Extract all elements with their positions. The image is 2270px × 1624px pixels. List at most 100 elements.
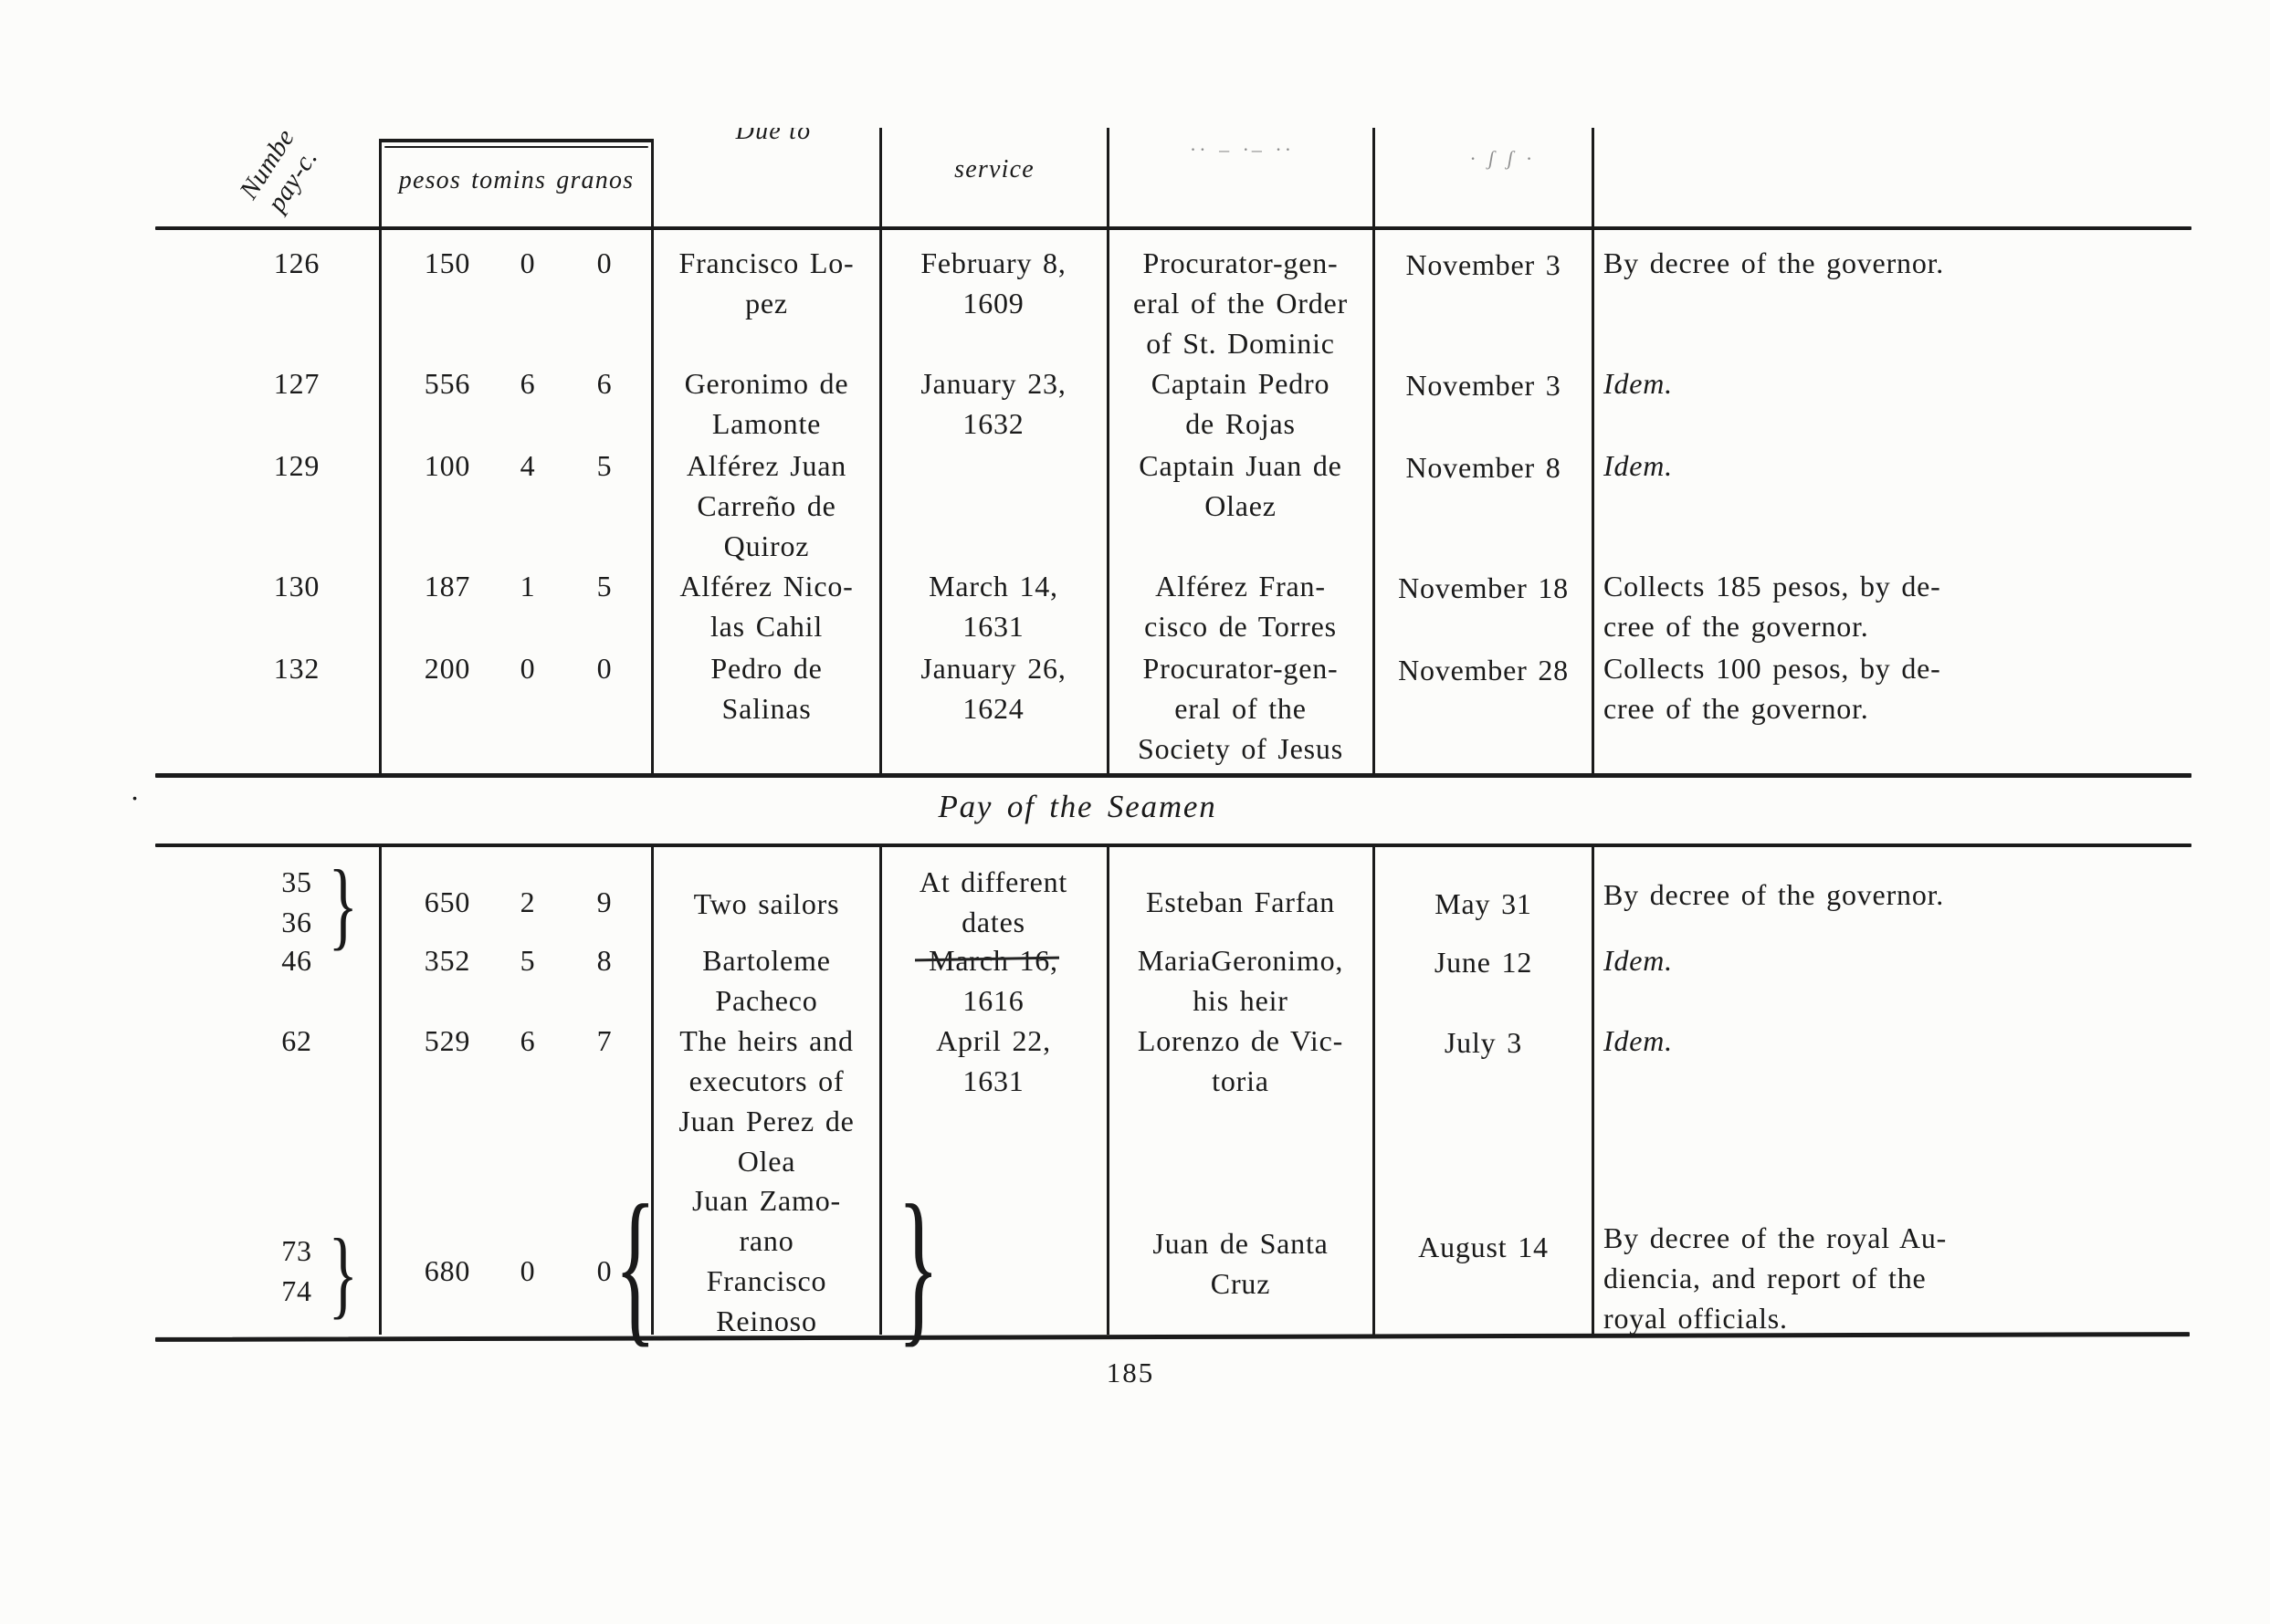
col-header-due-to-label: Due to bbox=[735, 128, 812, 145]
cell-pesos: 200 bbox=[424, 652, 471, 685]
cell-paycheck-number: 132 bbox=[273, 652, 321, 685]
cell-pesos: 187 bbox=[424, 570, 471, 602]
cell-paycheck-number: 62 bbox=[281, 1024, 312, 1057]
vertical-rule bbox=[651, 139, 654, 226]
cell-tomins: 1 bbox=[520, 570, 536, 602]
cell-granos: 8 bbox=[596, 944, 613, 977]
cropped-header-marks-left: ·· – ·– ·· bbox=[1189, 138, 1295, 161]
cell-tomins: 6 bbox=[520, 367, 536, 400]
cell-due-to: Geronimo de Lamonte bbox=[684, 367, 849, 440]
cell-tomins: 0 bbox=[520, 1254, 536, 1287]
cell-pesos: 556 bbox=[424, 367, 471, 400]
cell-date-collected: November 28 bbox=[1398, 654, 1569, 686]
vertical-rule bbox=[379, 847, 382, 1335]
cell-date-of-service: March 14, 1631 bbox=[929, 570, 1058, 643]
cell-collected-by: Alférez Fran- cisco de Torres bbox=[1144, 570, 1337, 643]
cell-remarks: Idem. bbox=[1603, 1024, 1673, 1057]
cell-date-collected: November 18 bbox=[1398, 571, 1569, 604]
cell-collected-by: Captain Pedro de Rojas bbox=[1151, 367, 1330, 440]
vertical-rule bbox=[651, 847, 654, 1335]
vertical-rule bbox=[1372, 128, 1375, 226]
vertical-rule bbox=[879, 847, 882, 1335]
cell-paycheck-number: 126 bbox=[273, 246, 321, 279]
cell-collected-by: Procurator-gen- eral of the Order of St.… bbox=[1133, 246, 1348, 360]
margin-dot: · bbox=[130, 781, 141, 814]
cell-collected-by: Procurator-gen- eral of the Society of J… bbox=[1137, 652, 1343, 765]
cell-date-collected: November 8 bbox=[1405, 451, 1561, 484]
vertical-rule bbox=[1592, 230, 1594, 773]
vertical-rule bbox=[1107, 128, 1109, 226]
cell-granos: 0 bbox=[596, 1254, 613, 1287]
vertical-rule bbox=[879, 128, 882, 226]
cell-pesos: 100 bbox=[424, 449, 471, 482]
cell-date-collected: November 3 bbox=[1405, 369, 1561, 402]
row-group-brace: } bbox=[328, 851, 358, 959]
cell-due-to: Pedro de Salinas bbox=[710, 652, 823, 725]
cell-granos: 5 bbox=[596, 449, 613, 482]
cell-collected-by: Juan de Santa Cruz bbox=[1152, 1227, 1329, 1300]
page-number: 185 bbox=[1106, 1357, 1155, 1388]
cell-remarks: Idem. bbox=[1603, 944, 1673, 977]
cell-date-collected: July 3 bbox=[1444, 1026, 1523, 1059]
cell-date-of-service: January 26, 1624 bbox=[920, 652, 1067, 725]
cell-date-of-service: March 16, 1616 bbox=[929, 944, 1058, 1017]
cell-pesos: 529 bbox=[424, 1024, 471, 1057]
cell-paycheck-number: 46 bbox=[281, 944, 312, 977]
cell-due-to: Bartoleme Pacheco bbox=[702, 944, 831, 1017]
cell-paycheck-number: 73 74 bbox=[281, 1234, 312, 1307]
cell-tomins: 5 bbox=[520, 944, 536, 977]
vertical-rule bbox=[1592, 847, 1594, 1335]
vertical-rule bbox=[1107, 847, 1109, 1335]
vertical-rule bbox=[1592, 128, 1594, 226]
cell-granos: 7 bbox=[596, 1024, 613, 1057]
cell-granos: 5 bbox=[596, 570, 613, 602]
cell-date-of-service: January 23, 1632 bbox=[920, 367, 1067, 440]
cell-due-to: Two sailors bbox=[693, 887, 840, 920]
cell-remarks: By decree of the governor. bbox=[1603, 246, 1945, 279]
section-title: Pay of the Seamen bbox=[938, 789, 1217, 824]
cell-remarks: Idem. bbox=[1603, 367, 1673, 400]
cell-due-to: Alférez Nico- las Cahil bbox=[679, 570, 854, 643]
amount-box-top-rule-inner bbox=[384, 146, 648, 148]
cell-date-collected: May 31 bbox=[1435, 887, 1532, 920]
cell-granos: 6 bbox=[596, 367, 613, 400]
cropped-header-marks-right: · ʃ ʃ · bbox=[1469, 147, 1535, 170]
cell-due-to: Francisco Lo- pez bbox=[678, 246, 855, 320]
cell-granos: 0 bbox=[596, 246, 613, 279]
cell-date-of-service: At different dates bbox=[919, 865, 1068, 938]
cell-paycheck-number: 35 36 bbox=[281, 865, 312, 938]
row-group-brace: } bbox=[328, 1220, 358, 1328]
payee-group-brace-open: { bbox=[615, 1170, 657, 1362]
cell-pesos: 150 bbox=[424, 246, 471, 279]
vertical-rule bbox=[1107, 230, 1109, 773]
cell-pesos: 680 bbox=[424, 1254, 471, 1287]
col-header-due-to: Due to bbox=[696, 128, 851, 159]
cell-due-to: Alférez Juan Carreño de Quiroz bbox=[686, 449, 847, 562]
table-top-rule bbox=[155, 226, 2191, 230]
cell-collected-by: Esteban Farfan bbox=[1145, 885, 1335, 918]
cell-tomins: 4 bbox=[520, 449, 536, 482]
cell-collected-by: MariaGeronimo, his heir bbox=[1137, 944, 1344, 1017]
cell-date-collected: November 3 bbox=[1405, 248, 1561, 281]
cell-granos: 9 bbox=[596, 885, 613, 918]
col-header-amount-group: pesos tomins granos bbox=[398, 166, 635, 194]
cell-remarks: Collects 185 pesos, by de- cree of the g… bbox=[1603, 570, 1941, 643]
cell-tomins: 2 bbox=[520, 885, 536, 918]
cell-paycheck-number: 129 bbox=[273, 449, 321, 482]
cell-tomins: 0 bbox=[520, 246, 536, 279]
col-header-service: service bbox=[954, 155, 1035, 183]
cell-due-to: The heirs and executors of Juan Perez de… bbox=[678, 1024, 855, 1178]
cell-remarks: Collects 100 pesos, by de- cree of the g… bbox=[1603, 652, 1941, 725]
cell-date-collected: August 14 bbox=[1418, 1231, 1549, 1263]
cell-paycheck-number: 130 bbox=[273, 570, 321, 602]
cell-remarks: Idem. bbox=[1603, 449, 1673, 482]
vertical-rule bbox=[379, 139, 382, 226]
vertical-rule bbox=[651, 230, 654, 773]
cell-tomins: 6 bbox=[520, 1024, 536, 1057]
cell-remarks: By decree of the governor. bbox=[1603, 878, 1945, 911]
vertical-rule bbox=[379, 230, 382, 773]
cell-paycheck-number: 127 bbox=[273, 367, 321, 400]
amount-box-top-rule bbox=[379, 139, 654, 142]
cell-pesos: 650 bbox=[424, 885, 471, 918]
